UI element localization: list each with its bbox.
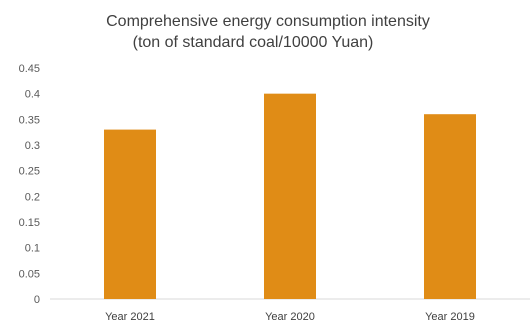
bar <box>104 129 156 299</box>
y-tick-label: 0.4 <box>25 89 40 101</box>
y-tick-label: 0.35 <box>19 114 40 126</box>
y-tick-label: 0.1 <box>25 243 40 255</box>
y-tick-label: 0.25 <box>19 166 40 178</box>
y-tick-label: 0.3 <box>25 140 40 152</box>
bar <box>424 114 476 299</box>
chart-subtitle: (ton of standard coal/10000 Yuan) <box>133 34 374 51</box>
y-tick-label: 0 <box>34 294 40 306</box>
y-tick-label: 0.2 <box>25 191 40 203</box>
bar <box>264 93 316 300</box>
x-tick-label: Year 2020 <box>265 311 315 323</box>
y-tick-label: 0.15 <box>19 217 40 229</box>
x-tick-label: Year 2021 <box>105 311 155 323</box>
x-axis: Year 2021 Year 2020 Year 2019 <box>105 311 475 323</box>
chart-title: Comprehensive energy consumption intensi… <box>106 13 430 30</box>
x-tick-label: Year 2019 <box>425 311 475 323</box>
bars <box>104 93 476 300</box>
y-tick-label: 0.45 <box>19 63 40 75</box>
y-axis: 0 0.05 0.1 0.15 0.2 0.25 0.3 0.35 0.4 0.45 <box>19 63 40 306</box>
y-tick-label: 0.05 <box>19 268 40 280</box>
